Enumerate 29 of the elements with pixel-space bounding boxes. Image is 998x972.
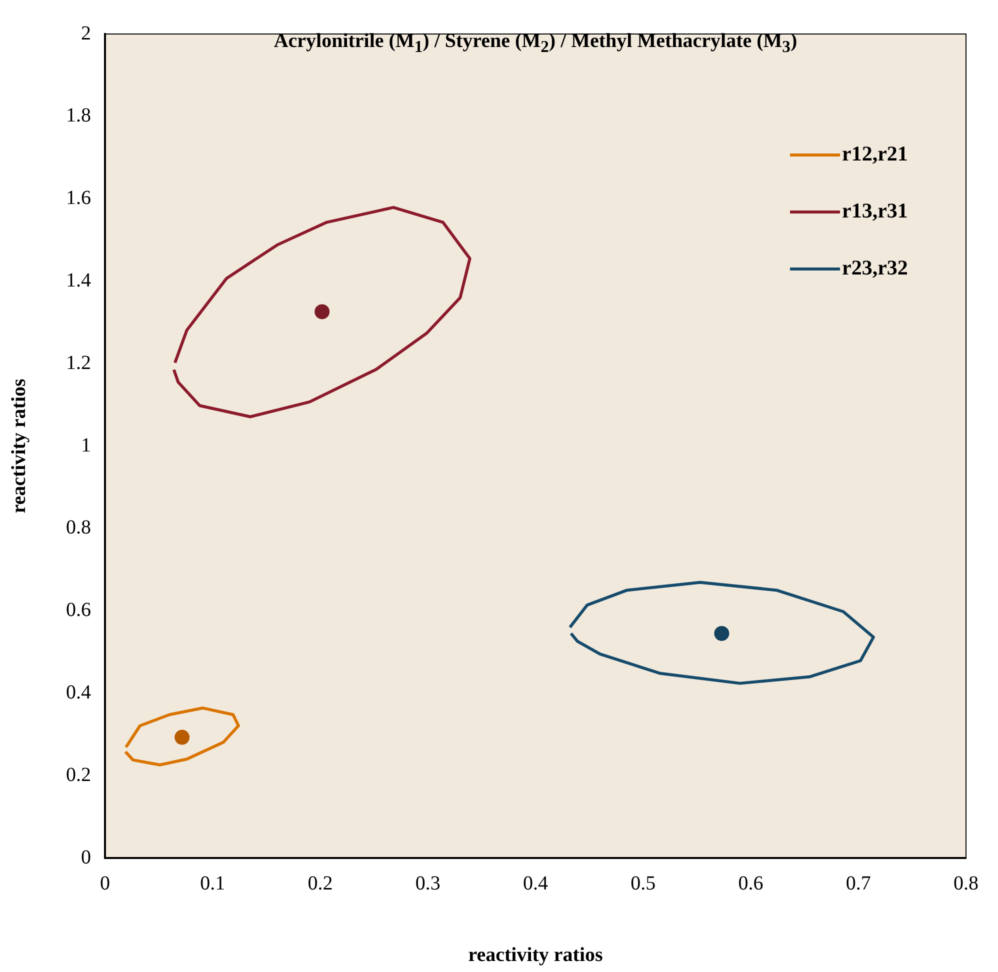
x-tick-label: 0.8: [954, 872, 978, 894]
y-tick-label: 0.2: [66, 764, 91, 786]
y-tick-label: 1.2: [66, 352, 91, 374]
y-tick-label: 0.4: [66, 681, 91, 704]
point: [314, 304, 330, 320]
legend-label: r23,r32: [842, 255, 908, 280]
y-tick-label: 1.6: [66, 187, 91, 210]
x-tick-label: 0.7: [846, 872, 871, 894]
y-tick-label: 1: [81, 434, 91, 456]
y-tick-label: 1.8: [66, 104, 91, 127]
y-tick-label: 0: [81, 846, 91, 868]
x-tick-label: 0.1: [200, 872, 226, 894]
y-tick-label: 0.6: [66, 599, 91, 622]
x-tick-label: 0.6: [738, 872, 764, 894]
x-tick-label: 0.5: [630, 872, 656, 894]
y-axis-title: reactivity ratios: [8, 378, 30, 514]
chart-title: Acrylonitrile (M$_{1}$) / Styrene (M$_{2}$) / Methyl Methacrylate (M$_{3}$): [272, 30, 798, 57]
x-tick-label: 0.4: [523, 872, 548, 894]
x-axis-title: reactivity ratios: [468, 944, 603, 966]
legend-label: r13,r31: [842, 198, 908, 222]
y-tick-label: 0.8: [66, 516, 91, 539]
x-tick-label: 0: [100, 872, 110, 894]
x-tick-label: 0.3: [415, 872, 440, 894]
point: [174, 730, 190, 745]
y-tick-label: 2: [81, 22, 91, 44]
x-tick-label: 0.2: [308, 872, 333, 894]
point: [714, 626, 730, 641]
y-tick-label: 1.4: [66, 269, 91, 292]
legend-label: r12,r21: [842, 141, 908, 166]
